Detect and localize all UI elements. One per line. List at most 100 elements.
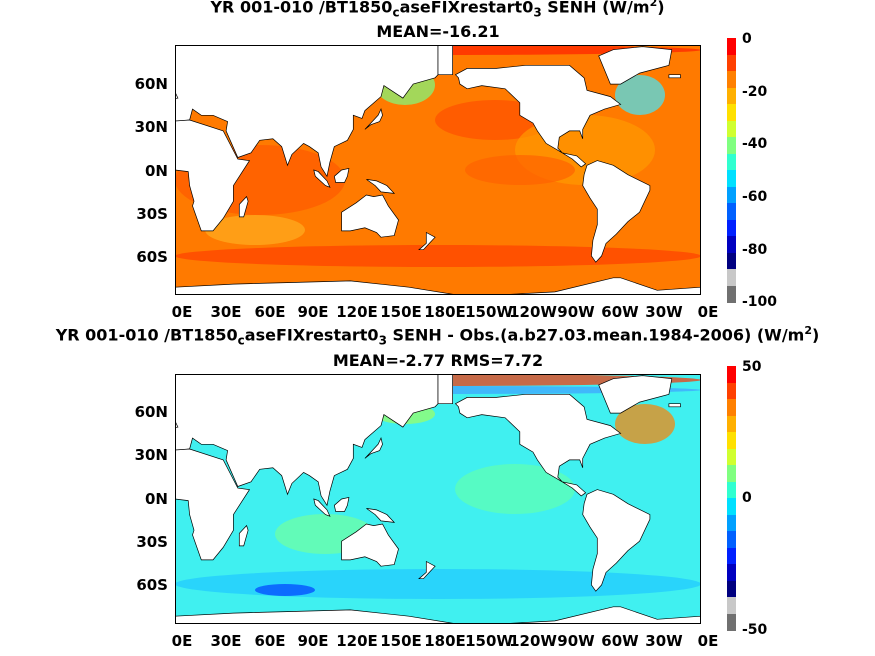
colorbar-segment xyxy=(727,186,736,204)
lat-label: 30S xyxy=(136,533,168,551)
field-anomaly xyxy=(175,245,701,267)
bottom-map xyxy=(175,374,701,624)
colorbar-segment xyxy=(727,481,736,499)
colorbar-segment xyxy=(727,54,736,72)
colorbar-segment xyxy=(727,531,736,548)
landmass-eurasia2 xyxy=(437,45,453,76)
colorbar-segment xyxy=(727,597,736,614)
colorbar-segment xyxy=(727,580,736,598)
lon-label: 150W xyxy=(465,303,513,321)
colorbar-segment xyxy=(727,203,736,220)
colorbar-segment xyxy=(727,514,736,532)
landmass-madagascar xyxy=(238,195,249,218)
map-frame xyxy=(175,45,701,295)
landmass-eurasia xyxy=(175,374,439,507)
lon-label: 150E xyxy=(380,303,422,321)
landmass-greenland xyxy=(598,375,673,414)
field-anomaly xyxy=(255,584,315,596)
colorbar-tick: -20 xyxy=(742,84,768,100)
landmass-america_s xyxy=(582,489,651,592)
lon-label: 120E xyxy=(336,632,378,650)
lon-label: 120E xyxy=(336,303,378,321)
lat-label: 30N xyxy=(134,446,168,464)
colorbar-segment xyxy=(727,71,736,88)
lat-label: 0N xyxy=(145,490,168,508)
lon-label: 30E xyxy=(210,303,242,321)
bottom-map-title: YR 001-010 /BT1850caseFIXrestart03 SENH … xyxy=(55,324,820,348)
bottom-map-subtitle: MEAN=-2.77 RMS=7.72 xyxy=(332,351,544,370)
landmass-borneo xyxy=(333,496,350,512)
lon-label: 150W xyxy=(465,632,513,650)
landmass-nz xyxy=(418,560,436,580)
lon-label: 90E xyxy=(297,303,329,321)
colorbar-segment xyxy=(727,415,736,433)
lon-label: 90W xyxy=(557,632,595,650)
top-map-subtitle: MEAN=-16.21 xyxy=(376,22,500,41)
lon-label: 30E xyxy=(210,632,242,650)
colorbar-segment xyxy=(727,38,736,55)
map-frame xyxy=(175,374,701,624)
colorbar-tick: 50 xyxy=(742,359,762,375)
lon-label: 60E xyxy=(254,632,286,650)
lon-label: 0E xyxy=(171,303,193,321)
colorbar-segment xyxy=(727,104,736,121)
colorbar-segment xyxy=(727,236,736,253)
landmass-africa xyxy=(175,448,251,561)
landmass-nz xyxy=(418,231,436,251)
landmass-america_n xyxy=(454,64,622,168)
bottom-colorbar xyxy=(727,366,736,631)
lon-label: 180E xyxy=(424,303,466,321)
lon-label: 0E xyxy=(171,632,193,650)
landmass-australia xyxy=(341,194,399,238)
landmass-africa xyxy=(175,119,251,232)
lon-label: 180E xyxy=(424,632,466,650)
landmass-iceland xyxy=(668,74,681,79)
colorbar-segment xyxy=(727,269,736,286)
field-anomaly xyxy=(615,404,675,444)
landmass-america_n xyxy=(454,393,622,497)
colorbar-segment xyxy=(727,252,736,270)
landmass-eurasia xyxy=(175,45,439,178)
landmass-borneo xyxy=(333,167,350,183)
colorbar-segment xyxy=(727,120,736,138)
lat-label: 60S xyxy=(136,576,168,594)
landmass-america_s xyxy=(582,160,651,263)
lon-label: 60W xyxy=(601,303,639,321)
landmass-sumatra xyxy=(313,169,331,188)
landmass-antarctica xyxy=(175,277,701,295)
colorbar-segment xyxy=(727,87,736,105)
field-anomaly xyxy=(465,155,575,185)
colorbar-segment xyxy=(727,153,736,171)
colorbar-tick: -40 xyxy=(742,136,768,152)
landmass-newguinea xyxy=(366,179,396,194)
colorbar-segment xyxy=(727,366,736,383)
colorbar-segment xyxy=(727,448,736,466)
landmass-sumatra xyxy=(313,498,331,517)
landmass-iceland xyxy=(668,403,681,408)
bottom-map-panel: YR 001-010 /BT1850caseFIXrestart03 SENH … xyxy=(0,324,875,656)
colorbar-segment xyxy=(727,285,736,303)
lon-label: 60W xyxy=(601,632,639,650)
field-anomaly xyxy=(455,464,575,514)
lat-label: 30N xyxy=(134,118,168,136)
colorbar-segment xyxy=(727,219,736,237)
colorbar-tick: -60 xyxy=(742,189,768,205)
lon-label: 90W xyxy=(557,303,595,321)
colorbar-segment xyxy=(727,432,736,449)
colorbar-segment xyxy=(727,137,736,154)
colorbar-segment xyxy=(727,465,736,482)
landmass-greenland xyxy=(598,46,673,85)
top-map-title: YR 001-010 /BT1850caseFIXrestart03 SENH … xyxy=(210,0,665,20)
landmass-japan xyxy=(364,108,383,130)
field-anomaly xyxy=(175,569,701,599)
lon-label: 120W xyxy=(509,632,557,650)
colorbar-tick: 0 xyxy=(742,490,752,506)
colorbar-tick: 0 xyxy=(742,31,752,47)
lon-label: 30W xyxy=(645,632,683,650)
landmass-antarctica xyxy=(175,606,701,624)
landmass-madagascar xyxy=(238,524,249,547)
landmass-newguinea xyxy=(366,508,396,523)
colorbar-segment xyxy=(727,547,736,565)
colorbar-segment xyxy=(727,399,736,416)
landmass-australia xyxy=(341,523,399,567)
